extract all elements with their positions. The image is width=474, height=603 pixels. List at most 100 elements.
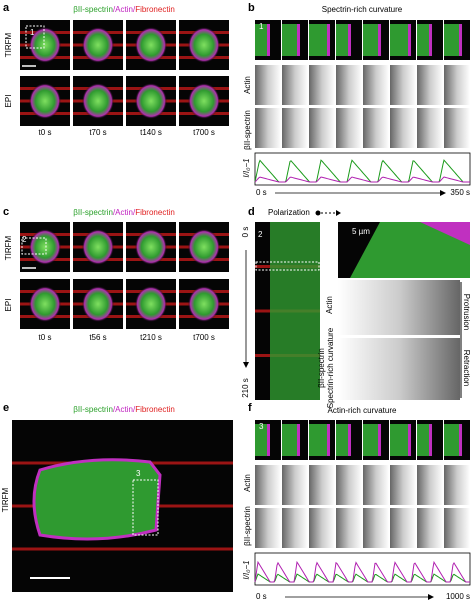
cell-edge	[309, 424, 329, 456]
roi-label: 3	[136, 469, 141, 478]
panel-letter: f	[248, 402, 252, 414]
actin-edge	[348, 424, 351, 456]
actin-edge	[327, 424, 330, 456]
row-label: TIRFM	[4, 235, 13, 260]
roi-label: 3	[259, 422, 264, 431]
gray-actin	[309, 65, 335, 105]
legend-magenta: /Actin/	[113, 208, 136, 217]
cell-edge	[390, 24, 410, 56]
trace-magenta	[254, 560, 470, 583]
kymo-spectrin-gray	[338, 338, 460, 400]
legend-red: Fibronectin	[135, 208, 175, 217]
gray-actin	[444, 465, 470, 505]
actin-edge	[378, 24, 381, 56]
trace-magenta	[254, 176, 470, 183]
legend-green: βII-spectrin	[73, 405, 113, 414]
panel-title: Actin-rich curvature	[328, 406, 397, 415]
y-label: I/I₀−1	[242, 560, 251, 579]
legend-red: Fibronectin	[135, 405, 175, 414]
cell-edge	[417, 24, 431, 56]
protrusion-label: Protrusion	[462, 294, 471, 330]
panel-title: Spectrin-rich curvature	[322, 5, 403, 14]
cell	[135, 229, 167, 265]
cell-edge	[336, 424, 350, 456]
legend: βII-spectrin/Actin/Fibronectin	[73, 208, 175, 217]
cell	[188, 286, 220, 322]
gray-actin	[282, 65, 308, 105]
cell-edge	[282, 24, 299, 56]
time-label: t70 s	[89, 128, 106, 137]
actin-edge	[429, 24, 432, 56]
row-label: Actin	[243, 474, 252, 492]
legend-red: Fibronectin	[135, 5, 175, 14]
gray-spectrin	[336, 108, 362, 148]
cell	[29, 229, 61, 265]
actin-edge	[459, 24, 462, 56]
legend: βII-spectrin/Actin/Fibronectin	[73, 5, 175, 14]
row-label: βII-spectrin	[243, 110, 252, 150]
time-label: t0 s	[39, 128, 52, 137]
gray-actin	[417, 65, 443, 105]
gray-actin	[390, 465, 416, 505]
actin-edge	[408, 24, 411, 56]
cell	[188, 83, 220, 119]
gray-spectrin	[417, 508, 443, 548]
arrow-head	[428, 594, 434, 600]
gray-spectrin	[282, 508, 308, 548]
row-label: βII-spectrin	[243, 506, 252, 546]
actin-edge	[297, 424, 300, 456]
trace-box	[254, 552, 471, 586]
cell	[135, 27, 167, 63]
panel-letter: a	[3, 2, 10, 14]
row-label: EPI	[4, 299, 13, 312]
roi-label: 2	[258, 230, 263, 239]
cell	[82, 83, 114, 119]
legend-green: βII-spectrin	[73, 208, 113, 217]
cell	[29, 27, 61, 63]
roi-box	[255, 261, 320, 271]
cell-edge	[282, 424, 299, 456]
time-end: 210 s	[241, 378, 250, 398]
cell-edge	[417, 424, 431, 456]
trace-box	[254, 152, 471, 186]
cell-edge	[309, 24, 329, 56]
cell	[82, 229, 114, 265]
cell-edge	[390, 424, 410, 456]
panel-letter: b	[248, 2, 255, 14]
gray-spectrin	[255, 108, 281, 148]
actin-edge	[297, 24, 300, 56]
time-label: t210 s	[140, 333, 162, 342]
roi-label: 1	[259, 22, 264, 31]
gray-spectrin	[309, 108, 335, 148]
time-start: 0 s	[256, 592, 267, 601]
actin-edge	[327, 24, 330, 56]
actin-edge	[378, 424, 381, 456]
actin-edge	[267, 424, 270, 456]
arrow-head	[440, 190, 446, 196]
cell-edge	[336, 24, 350, 56]
gray-spectrin	[363, 508, 389, 548]
legend-magenta: /Actin/	[113, 5, 136, 14]
row-label: TIRFM	[4, 32, 13, 57]
fibronectin-line	[12, 547, 233, 551]
actin-edge	[267, 24, 270, 56]
arrow-head	[336, 210, 341, 216]
time-label: t0 s	[39, 333, 52, 342]
gray-spectrin	[282, 108, 308, 148]
cell	[188, 229, 220, 265]
roi-box	[132, 479, 159, 536]
roi-box	[21, 237, 47, 255]
time-label: t56 s	[89, 333, 106, 342]
kymo-actin	[420, 222, 470, 245]
cell	[29, 83, 61, 119]
gray-spectrin	[444, 508, 470, 548]
row-label: EPI	[4, 95, 13, 108]
panel-letter: d	[248, 206, 255, 218]
gray-actin	[336, 465, 362, 505]
gray-actin	[309, 465, 335, 505]
kymo-color	[350, 222, 470, 278]
curvature-label: Spectrin-rich curvature	[326, 327, 335, 408]
row-label: Actin	[325, 296, 334, 314]
cell-body	[32, 458, 162, 541]
